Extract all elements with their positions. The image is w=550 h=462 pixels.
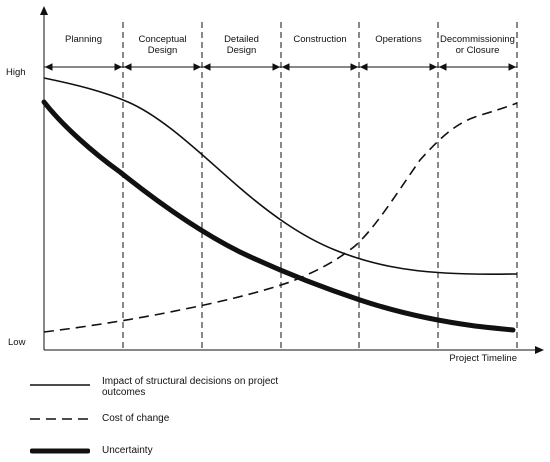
impact-curve <box>43 77 518 276</box>
legend-heavy-dotted-line-swatch <box>30 448 90 454</box>
cost-of-change-curve <box>43 102 518 333</box>
x-axis-title: Project Timeline <box>449 353 517 364</box>
legend-item-uncertainty: Uncertainty <box>30 444 322 458</box>
phase-label-conceptual-design: Conceptual Design <box>138 34 186 56</box>
phase-dividers <box>43 22 518 350</box>
legend-solid-line-swatch <box>30 384 90 386</box>
legend-label: Cost of change <box>102 413 170 424</box>
x-axis-arrowhead <box>535 346 544 354</box>
phase-label-operations: Operations <box>375 34 422 45</box>
phase-span-arrows <box>44 63 517 71</box>
legend-item-impact: Impact of structural decisions on projec… <box>30 376 322 398</box>
legend-dashed-line-swatch <box>30 418 90 420</box>
phase-label-decommissioning: Decommissioning or Closure <box>440 34 515 56</box>
y-axis-high-label: High <box>6 67 26 78</box>
phase-label-detailed-design: Detailed Design <box>224 34 259 56</box>
legend-label: Uncertainty <box>102 445 153 456</box>
legend-item-cost-of-change: Cost of change <box>30 412 322 426</box>
legend-label: Impact of structural decisions on projec… <box>102 376 279 398</box>
y-axis-low-label: Low <box>8 337 26 348</box>
phase-label-planning: Planning <box>65 34 102 45</box>
phase-label-construction: Construction <box>293 34 346 45</box>
uncertainty-curve <box>41 99 516 333</box>
y-axis-arrowhead <box>40 6 48 15</box>
